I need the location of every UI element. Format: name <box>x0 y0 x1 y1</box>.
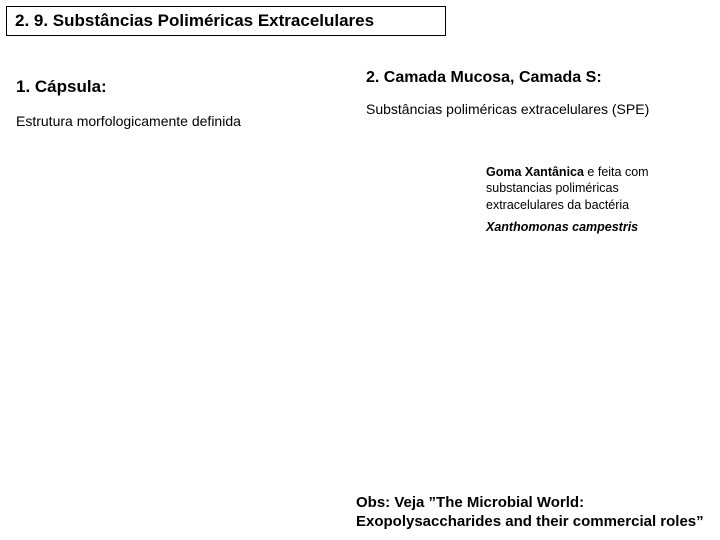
goma-species: Xanthomonas campestris <box>486 219 684 235</box>
right-sub: Substâncias poliméricas extracelulares (… <box>366 101 649 117</box>
slide: 2. 9. Substâncias Poliméricas Extracelul… <box>0 0 720 540</box>
right-heading-box: 2. Camada Mucosa, Camada S: <box>360 66 690 90</box>
goma-strong: Goma Xantânica <box>486 165 584 179</box>
left-heading: 1. Cápsula: <box>16 77 107 96</box>
obs-text: Obs: Veja ”The Microbial World: Exopolys… <box>356 494 704 530</box>
right-heading: 2. Camada Mucosa, Camada S: <box>366 69 602 86</box>
left-sub: Estrutura morfologicamente definida <box>16 113 241 129</box>
obs-box: Obs: Veja ”The Microbial World: Exopolys… <box>350 490 710 536</box>
section-title-text: 2. 9. Substâncias Poliméricas Extracelul… <box>15 11 374 30</box>
left-heading-box: 1. Cápsula: <box>10 74 280 100</box>
left-sub-box: Estrutura morfologicamente definida <box>10 110 280 132</box>
right-sub-box: Substâncias poliméricas extracelulares (… <box>360 98 700 120</box>
goma-box: Goma Xantânica e feita com substancias p… <box>480 160 690 239</box>
section-title: 2. 9. Substâncias Poliméricas Extracelul… <box>6 6 446 36</box>
